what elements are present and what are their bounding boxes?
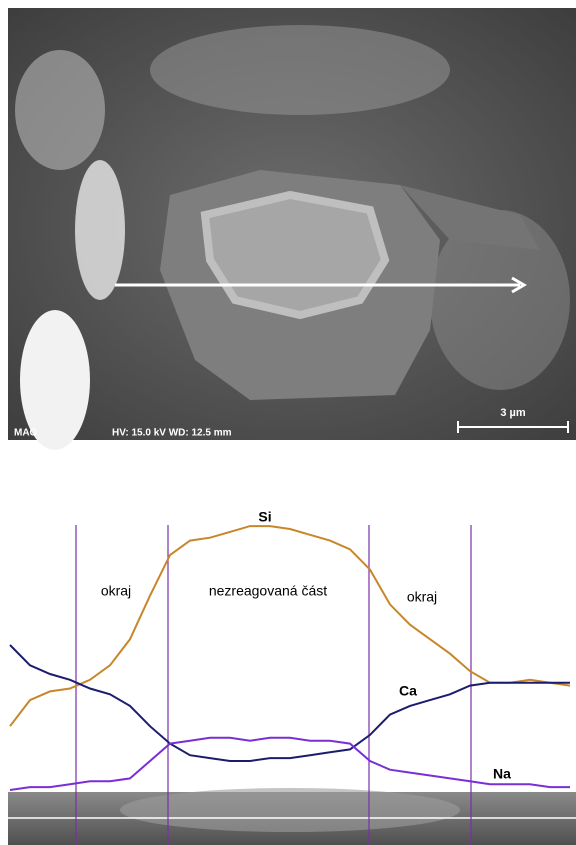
series-label: Ca — [399, 683, 417, 699]
line-chart: okraj nezreagovaná část okraj Si Ca Na — [9, 509, 571, 845]
region-label: nezreagovaná část — [209, 583, 327, 599]
info-left: MAG — [14, 428, 38, 439]
series-label: Si — [258, 509, 271, 525]
scale-label: 3 µm — [500, 407, 526, 419]
region-label: okraj — [407, 589, 437, 605]
series-line — [9, 736, 570, 791]
sem-image: 3 µm MAG HV: 15.0 kV WD: 12.5 mm — [8, 8, 576, 450]
series-line — [9, 525, 571, 727]
region-label: okraj — [101, 583, 131, 599]
series-line — [9, 644, 570, 762]
info-mid: HV: 15.0 kV WD: 12.5 mm — [112, 428, 232, 439]
series-label: Na — [493, 766, 511, 782]
profile-strip — [8, 788, 576, 845]
